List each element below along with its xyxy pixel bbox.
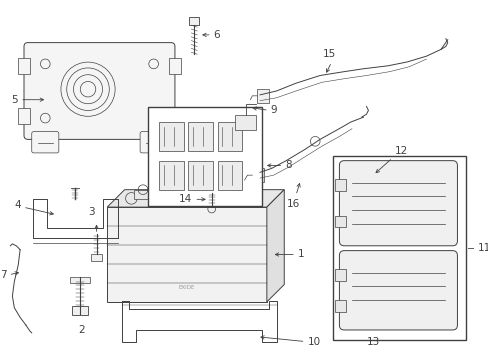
Bar: [189, 17, 199, 25]
Text: 3: 3: [88, 207, 95, 217]
Text: 13: 13: [366, 337, 379, 347]
Bar: [18, 108, 30, 124]
Text: 2: 2: [79, 325, 85, 335]
Bar: [334, 300, 346, 312]
Text: 16: 16: [287, 199, 300, 210]
Text: 10: 10: [307, 337, 320, 347]
Text: 7: 7: [0, 270, 6, 280]
Bar: [159, 161, 183, 190]
Bar: [217, 161, 241, 190]
Bar: [159, 122, 183, 151]
Bar: [70, 277, 90, 283]
Bar: [332, 156, 465, 339]
Bar: [72, 306, 88, 315]
Bar: [334, 179, 346, 191]
Bar: [169, 58, 181, 73]
Text: EXIDE: EXIDE: [178, 285, 194, 290]
Bar: [107, 207, 266, 302]
FancyBboxPatch shape: [24, 42, 175, 139]
Bar: [188, 161, 212, 190]
Text: 12: 12: [394, 146, 407, 156]
Text: 4: 4: [15, 200, 21, 210]
Text: 11: 11: [477, 243, 488, 253]
Bar: [91, 253, 102, 261]
Text: 14: 14: [179, 194, 192, 204]
Polygon shape: [107, 190, 284, 207]
Text: 15: 15: [323, 49, 336, 59]
Bar: [234, 115, 256, 130]
Text: 9: 9: [270, 105, 277, 115]
Bar: [252, 168, 264, 182]
Bar: [334, 216, 346, 228]
FancyBboxPatch shape: [140, 132, 167, 153]
Bar: [147, 107, 262, 206]
FancyBboxPatch shape: [32, 132, 59, 153]
Text: 8: 8: [285, 161, 291, 171]
FancyBboxPatch shape: [339, 251, 456, 330]
FancyBboxPatch shape: [339, 161, 456, 246]
Text: 5: 5: [12, 95, 18, 105]
Bar: [222, 190, 239, 199]
Bar: [188, 122, 212, 151]
Text: 6: 6: [213, 30, 220, 40]
Polygon shape: [266, 190, 284, 302]
Text: 1: 1: [297, 249, 304, 260]
Bar: [134, 190, 151, 199]
Bar: [18, 58, 30, 73]
Bar: [257, 89, 268, 103]
Bar: [169, 108, 181, 124]
Bar: [217, 122, 241, 151]
Bar: [334, 269, 346, 281]
